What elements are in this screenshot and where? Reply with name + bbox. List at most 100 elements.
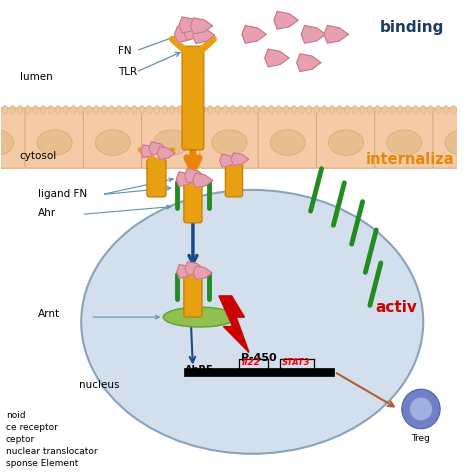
Circle shape xyxy=(402,389,440,429)
Text: activ: activ xyxy=(375,301,417,315)
Polygon shape xyxy=(157,147,175,160)
Ellipse shape xyxy=(78,106,84,114)
FancyBboxPatch shape xyxy=(374,108,434,168)
FancyBboxPatch shape xyxy=(184,273,202,317)
FancyBboxPatch shape xyxy=(433,108,474,168)
FancyBboxPatch shape xyxy=(258,108,317,168)
Ellipse shape xyxy=(344,106,350,114)
Ellipse shape xyxy=(37,130,72,155)
Text: Treg: Treg xyxy=(411,434,430,443)
Ellipse shape xyxy=(154,130,189,155)
FancyBboxPatch shape xyxy=(142,108,201,168)
Text: ligand FN: ligand FN xyxy=(38,189,87,199)
FancyBboxPatch shape xyxy=(200,108,259,168)
Ellipse shape xyxy=(328,130,364,155)
Ellipse shape xyxy=(329,106,335,114)
Ellipse shape xyxy=(215,106,220,114)
Ellipse shape xyxy=(200,106,205,114)
Polygon shape xyxy=(193,173,212,188)
Ellipse shape xyxy=(185,106,190,114)
Ellipse shape xyxy=(101,106,107,114)
Ellipse shape xyxy=(18,106,23,114)
Ellipse shape xyxy=(367,106,373,114)
Ellipse shape xyxy=(81,190,423,454)
Ellipse shape xyxy=(428,106,433,114)
Ellipse shape xyxy=(360,106,365,114)
Ellipse shape xyxy=(321,106,327,114)
Polygon shape xyxy=(176,172,196,186)
Text: internaliza: internaliza xyxy=(366,152,455,167)
Ellipse shape xyxy=(352,106,357,114)
Text: P-450: P-450 xyxy=(241,353,277,363)
Ellipse shape xyxy=(63,106,69,114)
Ellipse shape xyxy=(230,106,236,114)
Polygon shape xyxy=(242,26,266,43)
Polygon shape xyxy=(265,49,289,67)
Ellipse shape xyxy=(253,106,259,114)
Ellipse shape xyxy=(223,106,228,114)
Ellipse shape xyxy=(443,106,448,114)
Ellipse shape xyxy=(10,106,15,114)
Ellipse shape xyxy=(276,106,282,114)
Text: noid: noid xyxy=(6,411,26,420)
Polygon shape xyxy=(219,296,249,353)
Ellipse shape xyxy=(170,106,175,114)
Ellipse shape xyxy=(413,106,418,114)
Text: AhRE: AhRE xyxy=(185,365,214,375)
FancyBboxPatch shape xyxy=(184,367,334,376)
Ellipse shape xyxy=(131,106,137,114)
Ellipse shape xyxy=(0,130,14,155)
Polygon shape xyxy=(274,11,298,29)
Text: Il22: Il22 xyxy=(242,358,261,367)
FancyBboxPatch shape xyxy=(25,108,84,168)
Ellipse shape xyxy=(398,106,403,114)
Text: ceptor: ceptor xyxy=(6,435,35,444)
Ellipse shape xyxy=(116,106,122,114)
Text: ce receptor: ce receptor xyxy=(6,423,58,432)
Ellipse shape xyxy=(238,106,244,114)
Ellipse shape xyxy=(291,106,297,114)
Ellipse shape xyxy=(155,106,160,114)
Ellipse shape xyxy=(2,106,8,114)
Text: cytosol: cytosol xyxy=(19,151,57,161)
Ellipse shape xyxy=(451,106,456,114)
Text: Ahr: Ahr xyxy=(38,208,56,218)
FancyBboxPatch shape xyxy=(0,108,26,168)
Ellipse shape xyxy=(445,130,474,155)
Ellipse shape xyxy=(93,106,99,114)
Polygon shape xyxy=(193,266,212,280)
Ellipse shape xyxy=(337,106,342,114)
Polygon shape xyxy=(183,24,206,40)
Polygon shape xyxy=(149,142,166,155)
Ellipse shape xyxy=(268,106,274,114)
Ellipse shape xyxy=(390,106,395,114)
Ellipse shape xyxy=(283,106,289,114)
Ellipse shape xyxy=(387,130,422,155)
FancyBboxPatch shape xyxy=(182,46,204,150)
Ellipse shape xyxy=(306,106,312,114)
Ellipse shape xyxy=(177,106,182,114)
Polygon shape xyxy=(301,26,325,43)
Text: sponse Element: sponse Element xyxy=(6,458,78,467)
FancyBboxPatch shape xyxy=(147,159,166,197)
Polygon shape xyxy=(193,27,215,43)
Text: nuclear translocator: nuclear translocator xyxy=(6,447,98,456)
Ellipse shape xyxy=(383,106,388,114)
Ellipse shape xyxy=(299,106,304,114)
Polygon shape xyxy=(174,27,196,42)
Ellipse shape xyxy=(436,106,441,114)
Ellipse shape xyxy=(71,106,76,114)
Ellipse shape xyxy=(55,106,61,114)
Circle shape xyxy=(410,397,432,421)
Text: Arnt: Arnt xyxy=(38,309,60,319)
Ellipse shape xyxy=(162,106,167,114)
Polygon shape xyxy=(231,153,249,165)
Ellipse shape xyxy=(270,130,305,155)
FancyBboxPatch shape xyxy=(83,108,143,168)
FancyBboxPatch shape xyxy=(225,162,243,197)
FancyBboxPatch shape xyxy=(184,181,202,223)
Ellipse shape xyxy=(192,106,198,114)
Polygon shape xyxy=(177,264,195,278)
Text: FN: FN xyxy=(118,46,131,56)
Text: lumen: lumen xyxy=(19,72,53,82)
